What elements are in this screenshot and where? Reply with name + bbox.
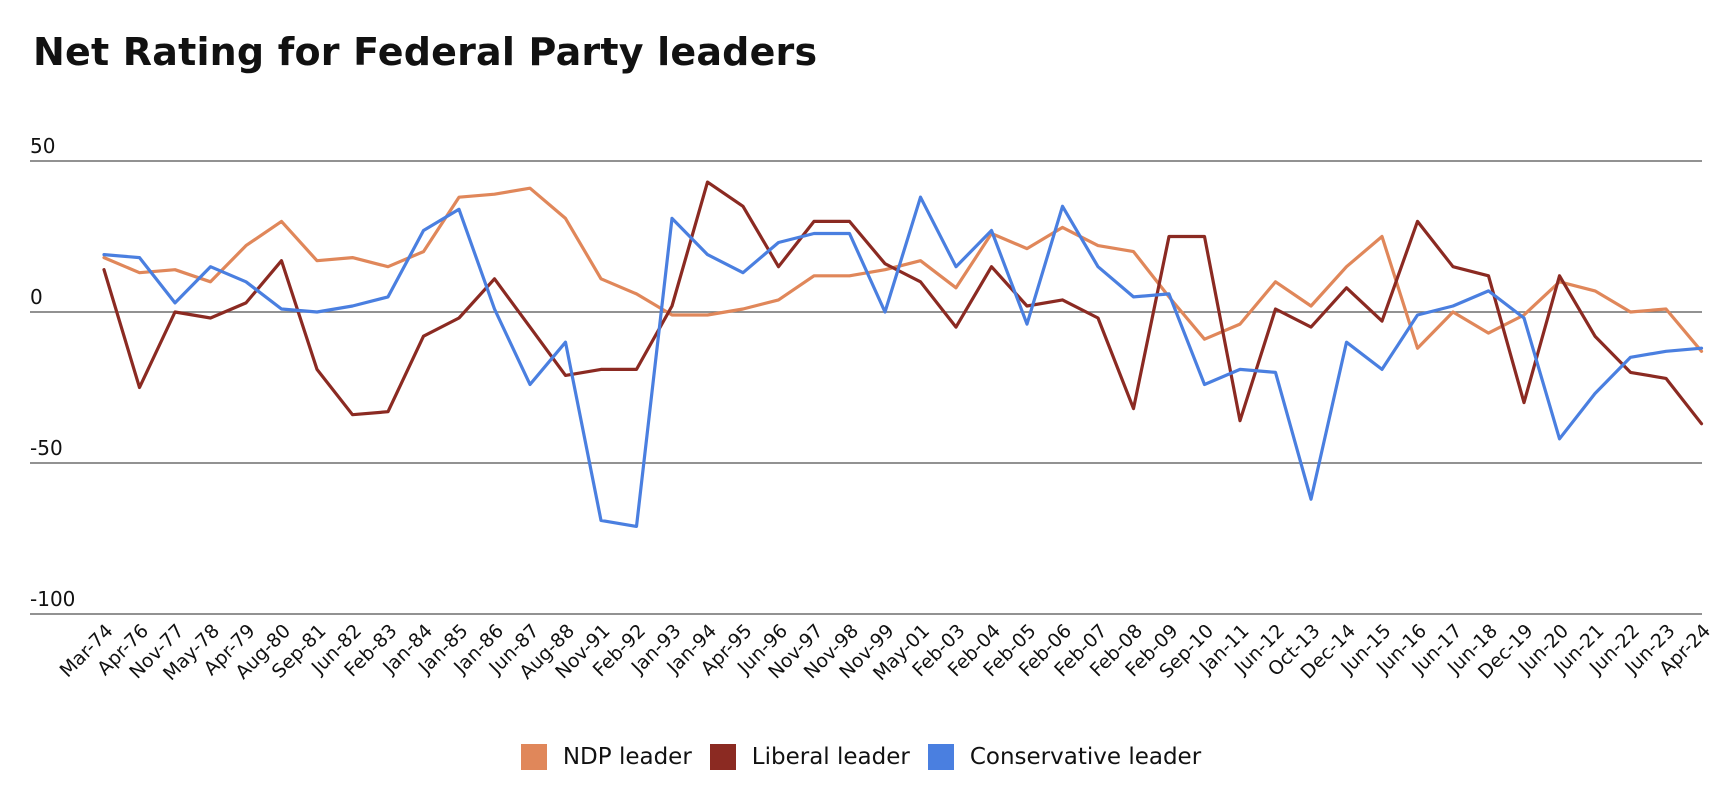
legend-label: NDP leader bbox=[562, 744, 692, 770]
series-lines bbox=[102, 180, 1704, 529]
series-line-conservative-leader bbox=[102, 195, 1704, 529]
legend-item: Liberal leader bbox=[709, 744, 910, 770]
chart-title: Net Rating for Federal Party leaders bbox=[33, 30, 818, 74]
y-tick-label: 50 bbox=[30, 134, 55, 158]
legend-item: NDP leader bbox=[520, 744, 692, 770]
y-tick-label: -100 bbox=[30, 587, 75, 611]
series-line-ndp-leader bbox=[102, 186, 1704, 353]
y-tick-label: -50 bbox=[30, 436, 63, 460]
gridlines bbox=[30, 160, 1702, 615]
legend-swatch bbox=[520, 744, 547, 770]
legend-label: Conservative leader bbox=[969, 744, 1202, 770]
y-axis-ticks: 50 0 -50 -100 bbox=[30, 134, 75, 611]
legend-label: Liberal leader bbox=[751, 744, 910, 770]
legend-item: Conservative leader bbox=[927, 744, 1202, 770]
legend-swatch bbox=[927, 744, 954, 770]
legend: NDP leader Liberal leader Conservative lea… bbox=[0, 744, 1722, 770]
y-tick-label: 0 bbox=[30, 285, 43, 309]
series-line-liberal-leader bbox=[102, 180, 1704, 426]
x-axis-ticks: Mar-74Apr-76Nov-77May-78Apr-79Aug-80Sep-… bbox=[56, 620, 1715, 685]
legend-swatch bbox=[709, 744, 736, 770]
